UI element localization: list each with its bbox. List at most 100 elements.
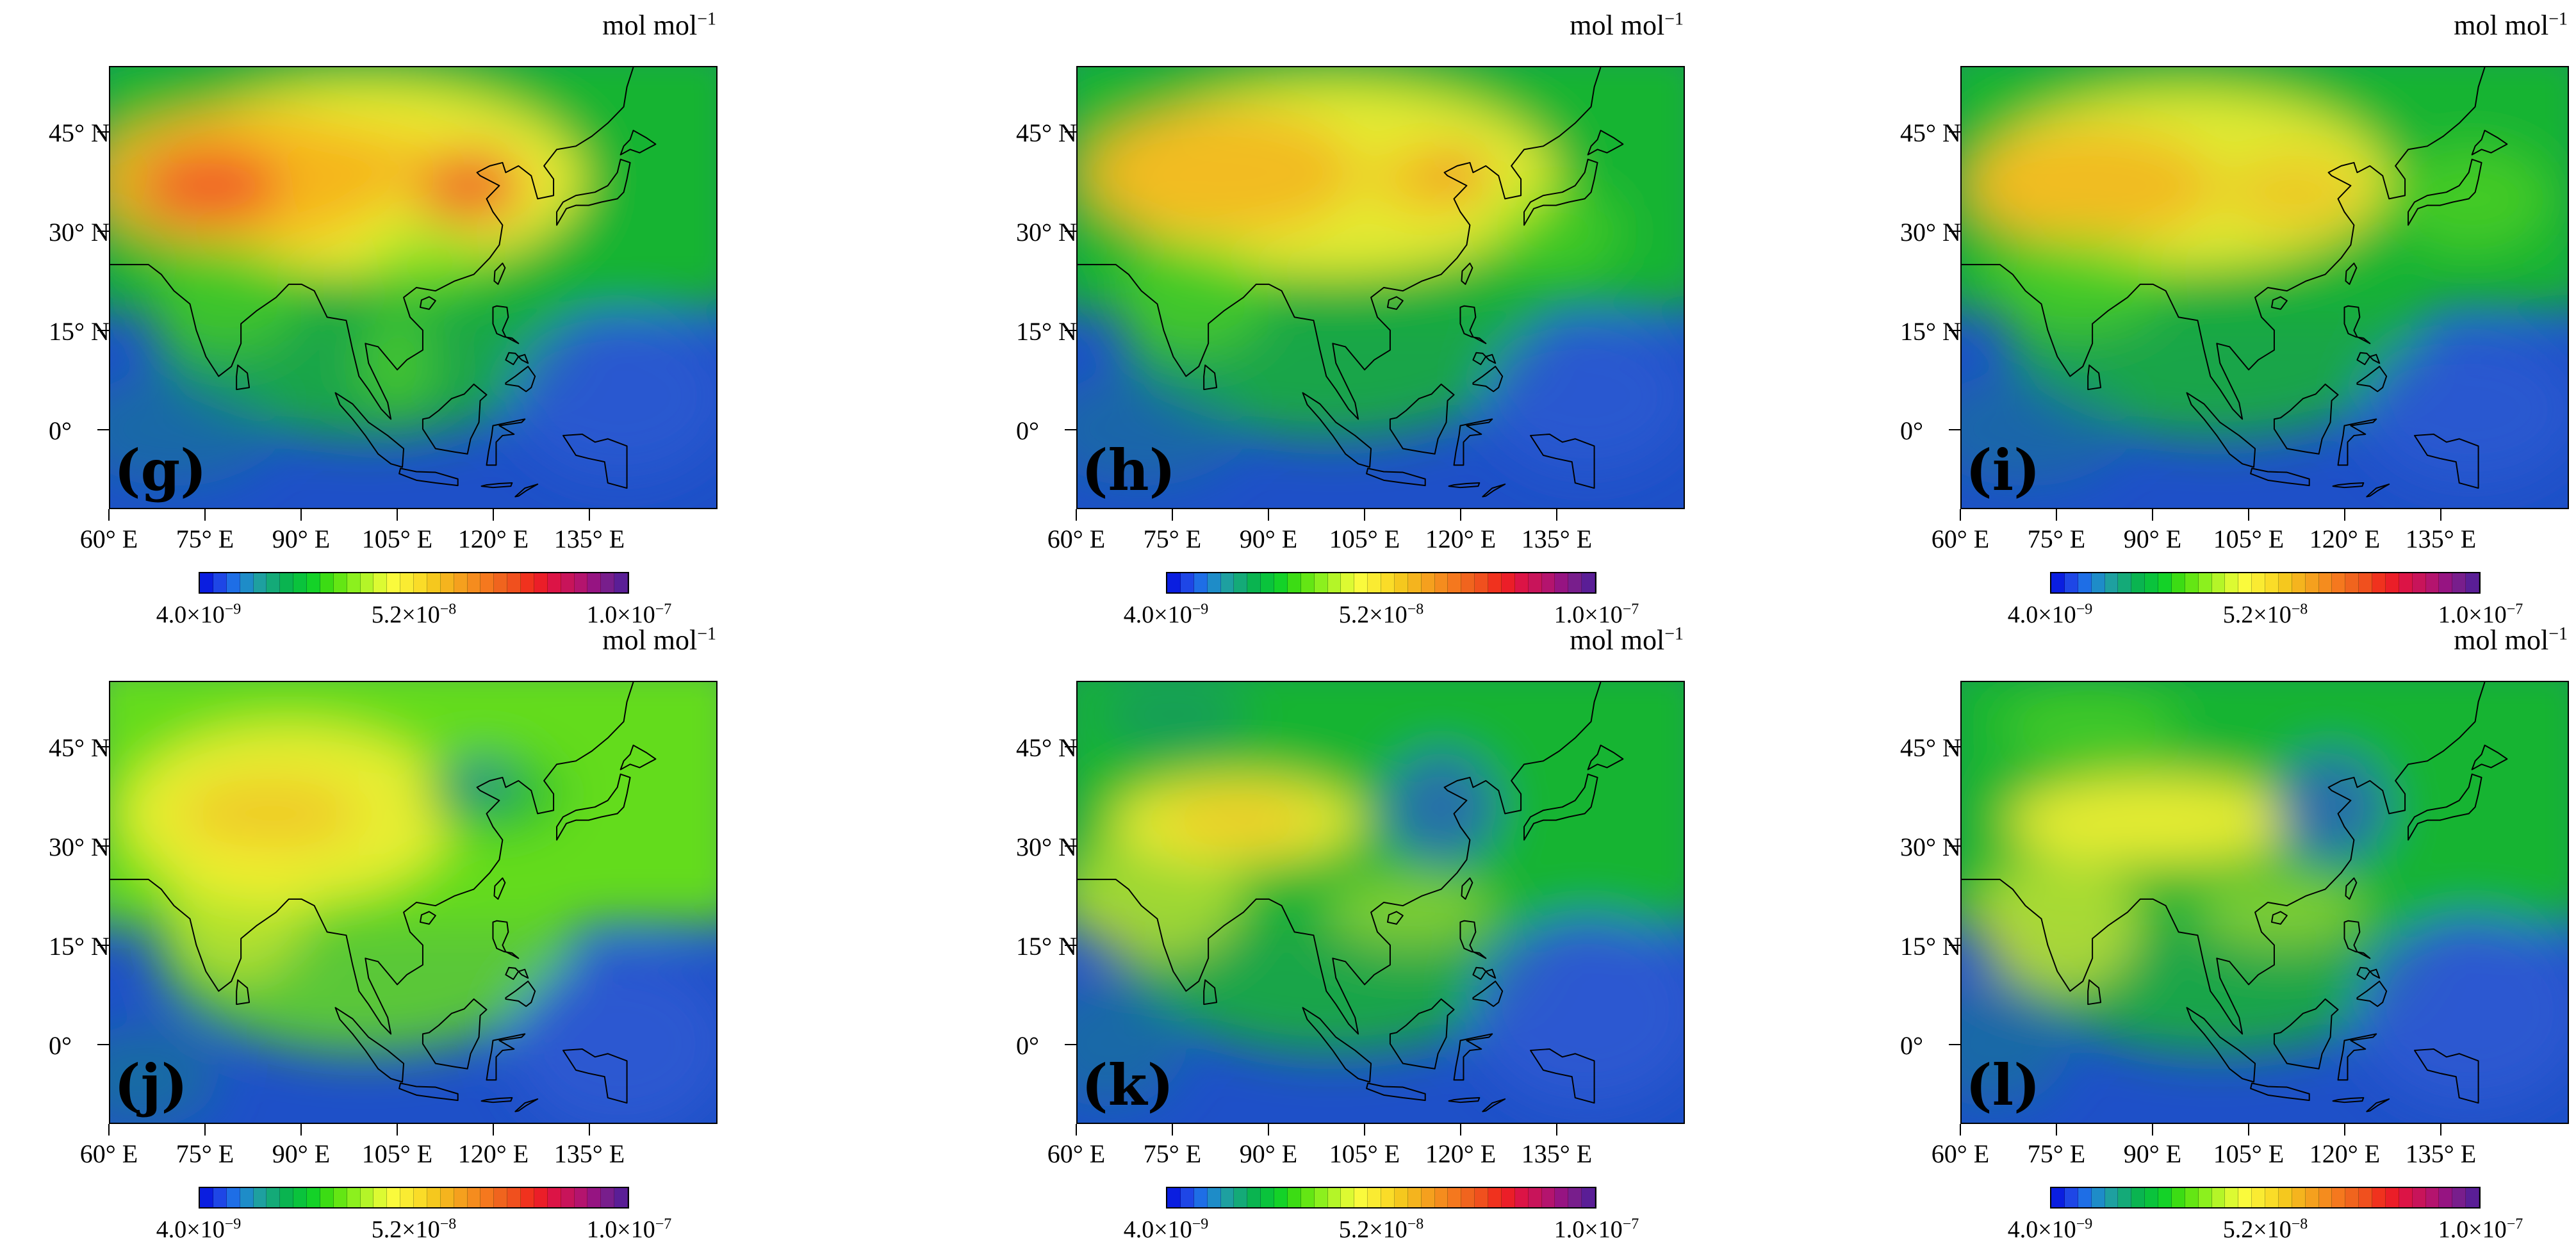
colorbar-swatch [1180,573,1194,592]
lat-tick [1065,330,1076,332]
lon-tick [1960,1124,1961,1136]
lon-tick [1076,509,1077,521]
colorbar-swatch [1394,573,1408,592]
colorbar-swatch [2238,1188,2252,1207]
colorbar-mantissa: 5.2×10 [371,601,440,628]
colorbar-swatch [2385,1188,2399,1207]
colorbar-swatch [2278,573,2292,592]
unit-exponent: −1 [697,9,716,29]
colorbar-swatch [1327,573,1341,592]
colorbar-swatch [587,1188,602,1207]
colorbar-swatch [2064,1188,2078,1207]
colorbar-swatch [1180,1188,1194,1207]
lon-tick [2152,1124,2153,1136]
colorbar-swatch [2145,573,2158,592]
colorbar-swatch [320,1188,334,1207]
colorbar-swatch [2051,573,2065,592]
colorbar-swatch [1381,573,1395,592]
colorbar-tick-label: 5.2×10−8 [1339,601,1423,629]
colorbar-swatch [440,573,454,592]
colorbar-swatch [534,1188,548,1207]
lat-tick [1949,231,1960,232]
lon-tick-label: 105° E [1329,525,1400,553]
colorbar-swatch [614,1188,628,1207]
colorbar-swatch [2051,1188,2065,1207]
colorbar-swatch [2078,573,2092,592]
coastlines [1078,682,1624,1112]
lat-tick-label: 30° N [1900,218,1961,247]
lon-tick-label: 90° E [2123,525,2182,553]
colorbar-tick-label: 1.0×10−7 [1554,1216,1639,1244]
colorbar-swatch [1354,1188,1368,1207]
field-blobs [1962,67,2568,487]
map-area [1076,681,1685,1124]
unit-exponent: −1 [1664,624,1684,644]
unit-exponent: −1 [697,624,716,644]
colorbar [2050,1187,2481,1209]
colorbar-swatch [2466,573,2479,592]
colorbar-swatch [467,573,481,592]
lon-tick-label: 90° E [1239,525,1298,553]
lat-tick [1949,1044,1960,1046]
lon-tick [1364,1124,1365,1136]
lon-tick-label: 105° E [361,525,433,553]
colorbar-exponent: −9 [1192,1216,1209,1233]
colorbar-mantissa: 1.0×10 [586,1216,655,1243]
colorbar-swatch [373,573,388,592]
unit-base: mol mol [2454,10,2549,41]
colorbar-swatch [2158,573,2172,592]
colorbar-swatch [1407,573,1422,592]
colorbar-swatch [2372,573,2386,592]
colorbar-swatch [1528,573,1542,592]
lon-tick [2344,509,2345,521]
colorbar-swatch [1274,1188,1288,1207]
colorbar-swatch [267,573,281,592]
colorbar-swatch [347,573,361,592]
colorbar-mantissa: 4.0×10 [2007,1216,2076,1243]
panel-label: (i) [1965,437,2040,503]
lon-tick-label: 60° E [79,525,138,553]
lon-tick [300,509,302,521]
unit-base: mol mol [602,624,698,656]
map-area [109,66,718,509]
lon-tick [1268,1124,1269,1136]
lat-tick-label: 0° [1016,416,1039,446]
colorbar-tick-label: 4.0×10−9 [1124,1216,1208,1244]
lat-tick [1949,746,1960,748]
lat-tick [97,131,109,133]
colorbar-exponent: −9 [224,601,242,618]
colorbar-mantissa: 5.2×10 [1338,1216,1407,1243]
colorbar-swatch [360,573,374,592]
colorbar-swatch [1207,573,1221,592]
lon-tick [2056,1124,2057,1136]
colorbar-swatch [1368,1188,1381,1207]
colorbar-swatch [414,573,427,592]
colorbar-tick-label: 5.2×10−8 [2223,1216,2308,1244]
lon-tick [1172,509,1173,521]
lon-tick-label: 120° E [457,1139,529,1168]
lat-tick-label: 0° [49,1031,72,1061]
lon-tick [397,509,398,521]
colorbar-swatch [454,573,468,592]
field-blobs [110,682,716,1123]
colorbar-swatch [2292,573,2306,592]
colorbar-swatch [240,573,254,592]
colorbar-swatch [1555,1188,1569,1207]
panel-label: (j) [114,1052,188,1118]
colorbar-swatch [2292,1188,2306,1207]
colorbar-exponent: −9 [224,1216,242,1233]
colorbar-swatch [521,1188,534,1207]
colorbar-exponent: −7 [655,601,672,618]
colorbar-swatch [1555,573,1569,592]
colorbar-swatch [213,1188,227,1207]
colorbar-swatch [1314,1188,1328,1207]
colorbar-exponent: −7 [1622,1216,1639,1233]
colorbar-swatch [200,573,213,592]
colorbar [1166,572,1596,594]
field-blobs [110,67,716,487]
unit-base: mol mol [1570,10,1665,41]
colorbar-swatch [1261,1188,1274,1207]
lon-tick-label: 75° E [2027,525,2086,553]
lon-tick-label: 75° E [176,1139,234,1168]
lon-tick [493,1124,494,1136]
